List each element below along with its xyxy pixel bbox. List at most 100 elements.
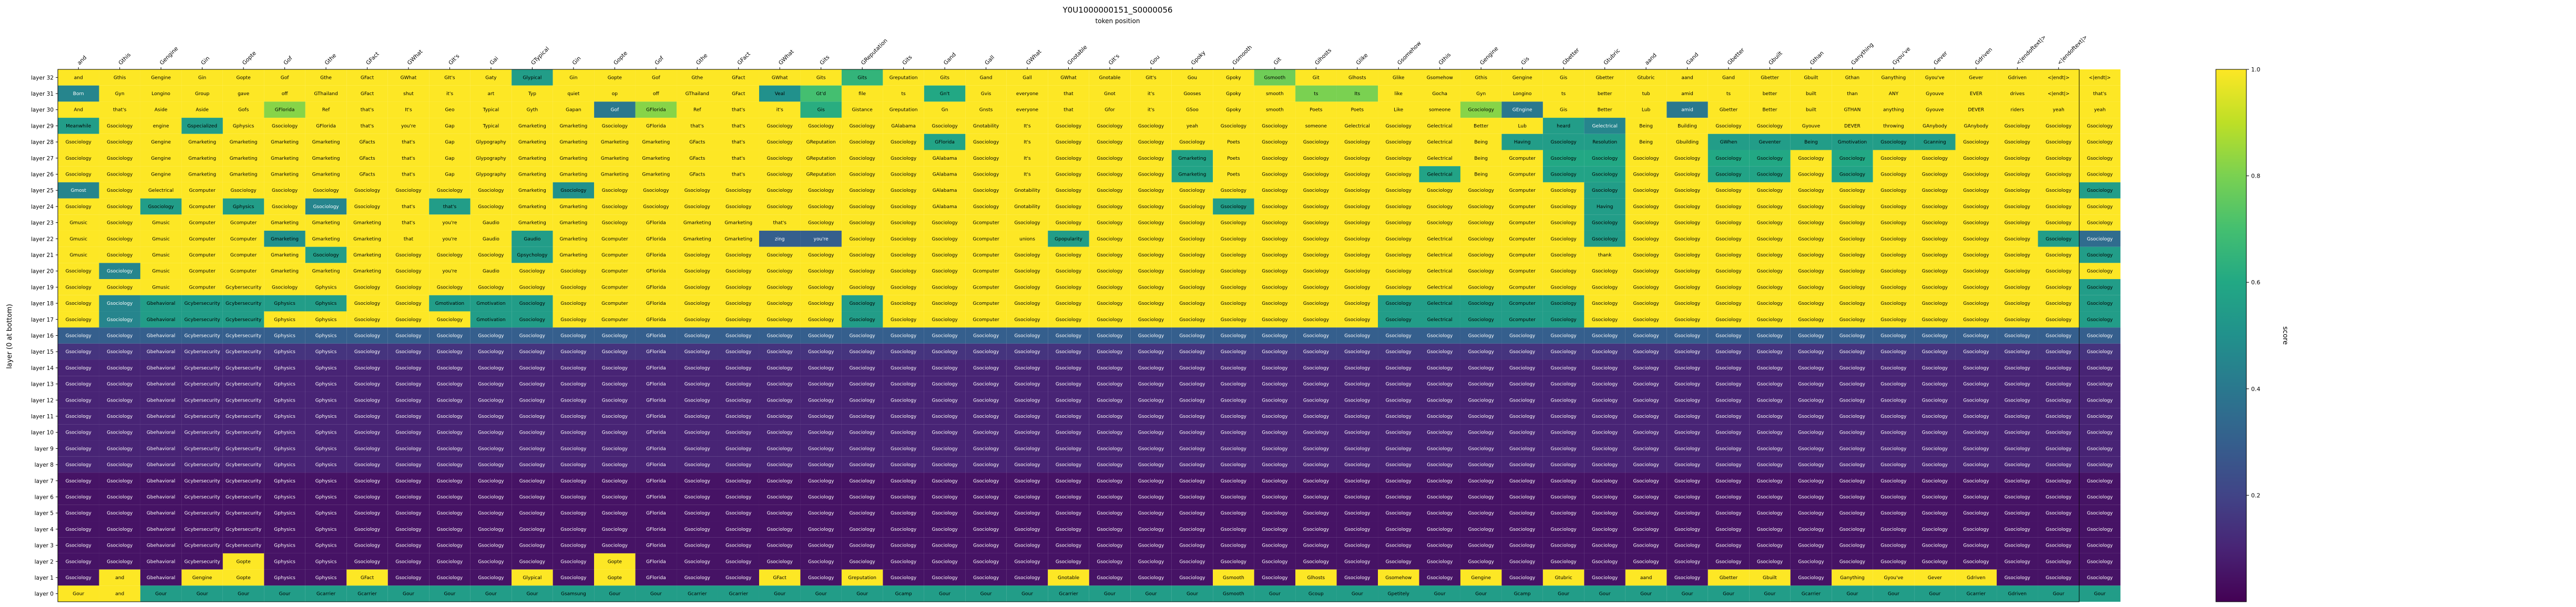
cell-label: Gsociology bbox=[2087, 543, 2113, 549]
heatmap-cell bbox=[140, 472, 182, 489]
heatmap-cell bbox=[1254, 214, 1296, 231]
y-tick-label: layer 6 bbox=[35, 494, 54, 500]
cell-label: Gsociology bbox=[519, 543, 546, 549]
heatmap-cell bbox=[99, 198, 140, 215]
heatmap-cell bbox=[1832, 69, 1873, 86]
cell-label: Poets bbox=[1351, 108, 1364, 113]
cell-label: Gsociology bbox=[808, 366, 834, 371]
heatmap-cell bbox=[512, 85, 553, 102]
heatmap-cell bbox=[841, 343, 883, 360]
cell-label: Gsociology bbox=[932, 527, 958, 532]
heatmap-cell bbox=[718, 311, 759, 328]
heatmap-cell bbox=[677, 166, 718, 182]
cell-label: Gsociology bbox=[1427, 543, 1453, 549]
heatmap-cell bbox=[1749, 505, 1791, 521]
cell-label: Gsociology bbox=[1386, 236, 1412, 242]
cell-label: Gsociology bbox=[1303, 414, 1330, 419]
heatmap-cell bbox=[677, 133, 718, 150]
heatmap-cell bbox=[470, 505, 512, 521]
heatmap-cell bbox=[2079, 69, 2121, 86]
heatmap-cell bbox=[222, 408, 264, 425]
cell-label: Gsociology bbox=[1468, 511, 1495, 516]
heatmap-cell bbox=[883, 214, 924, 231]
cell-label: Gsociology bbox=[560, 414, 587, 419]
cell-label: Gsociology bbox=[437, 366, 463, 371]
cell-label: Glike bbox=[1393, 75, 1405, 80]
cell-label: Gaudio bbox=[483, 236, 499, 242]
cell-label: Gsociology bbox=[1097, 221, 1123, 226]
heatmap-cell bbox=[1130, 182, 1172, 199]
cell-label: Gsociology bbox=[2046, 204, 2072, 210]
cell-label: Gsociology bbox=[1014, 479, 1040, 484]
heatmap-cell bbox=[1790, 150, 1832, 167]
cell-label: Gsociology bbox=[1056, 398, 1082, 403]
cell-label: Gsociology bbox=[1880, 366, 1907, 371]
heatmap-cell bbox=[1542, 521, 1585, 538]
y-tick-label: layer 11 bbox=[31, 414, 54, 420]
cell-label: Gsociology bbox=[1633, 446, 1659, 451]
cell-label: Gsociology bbox=[973, 446, 999, 451]
cell-label: Gsociology bbox=[1468, 269, 1495, 274]
cell-label: Gcomputer bbox=[1509, 172, 1536, 178]
heatmap-cell bbox=[470, 327, 512, 344]
heatmap-cell bbox=[841, 489, 883, 505]
cell-label: Gsociology bbox=[602, 462, 628, 468]
cell-label: Gphysics bbox=[315, 349, 337, 355]
heatmap-cell bbox=[2038, 537, 2079, 553]
cell-label: Gocha bbox=[1432, 91, 1447, 97]
heatmap-cell bbox=[1914, 69, 1956, 86]
heatmap-cell bbox=[594, 553, 636, 570]
cell-label: Gsociology bbox=[602, 349, 628, 355]
cell-label: Gsociology bbox=[1715, 124, 1742, 129]
cell-label: Poets bbox=[1227, 140, 1240, 145]
cell-label: Gsociology bbox=[2005, 253, 2031, 258]
heatmap-cell bbox=[1832, 182, 1873, 199]
cell-label: Gsociology bbox=[1880, 349, 1907, 355]
cell-label: Gsociology bbox=[684, 462, 711, 468]
heatmap-cell bbox=[1667, 311, 1708, 328]
cell-label: Gsociology bbox=[2005, 124, 2031, 129]
cell-label: Gsociology bbox=[1798, 253, 1824, 258]
x-tick-label: Gbetter bbox=[1561, 47, 1581, 66]
heatmap-cell bbox=[759, 150, 801, 167]
cell-label: Gsociology bbox=[1880, 140, 1907, 145]
cell-label: Gsociology bbox=[66, 495, 92, 500]
cell-label: aand bbox=[1681, 75, 1693, 80]
heatmap-cell bbox=[1378, 424, 1419, 441]
cell-label: Gour bbox=[485, 592, 497, 597]
cell-label: Gsociology bbox=[1344, 172, 1371, 178]
x-tick-label: Gever bbox=[1933, 50, 1949, 66]
cell-label: Gsociology bbox=[643, 204, 669, 210]
cell-label: Gsociology bbox=[1592, 446, 1618, 451]
cell-label: Gsociology bbox=[1922, 414, 1948, 419]
cell-label: Gsociology bbox=[1715, 479, 1742, 484]
heatmap-cell bbox=[924, 408, 966, 425]
cell-label: Gcybersecurity bbox=[226, 511, 262, 516]
cell-label: Resolution bbox=[1592, 140, 1617, 145]
heatmap-cell bbox=[1584, 230, 1626, 247]
cell-label: Gbehavioral bbox=[147, 511, 176, 516]
heatmap-cell bbox=[1006, 408, 1048, 425]
cell-label: Gsociology bbox=[725, 188, 752, 193]
cell-label: Gsociology bbox=[107, 446, 133, 451]
heatmap-cell bbox=[553, 85, 595, 102]
heatmap-cell bbox=[635, 118, 677, 134]
cell-label: Gsociology bbox=[1674, 172, 1701, 178]
cell-label: Gsociology bbox=[1138, 511, 1164, 516]
heatmap-cell bbox=[1501, 408, 1543, 425]
cell-label: Gsociology bbox=[1179, 236, 1205, 242]
heatmap-cell bbox=[1254, 133, 1296, 150]
cell-label: Gsociology bbox=[2087, 349, 2113, 355]
cell-label: Gsociology bbox=[1963, 349, 1989, 355]
cell-label: Gsociology bbox=[850, 511, 876, 516]
heatmap-cell bbox=[883, 150, 924, 167]
cell-label: Gsociology bbox=[313, 204, 339, 210]
heatmap-cell bbox=[594, 279, 636, 295]
cell-label: Gsociology bbox=[1138, 446, 1164, 451]
cell-label: Gsociology bbox=[107, 334, 133, 339]
cell-label: Gsociology bbox=[1551, 204, 1577, 210]
cell-label: Gsociology bbox=[1303, 366, 1330, 371]
heatmap-cell bbox=[924, 150, 966, 167]
heatmap-cell bbox=[1295, 359, 1337, 376]
cell-label: GIt's bbox=[444, 75, 455, 80]
